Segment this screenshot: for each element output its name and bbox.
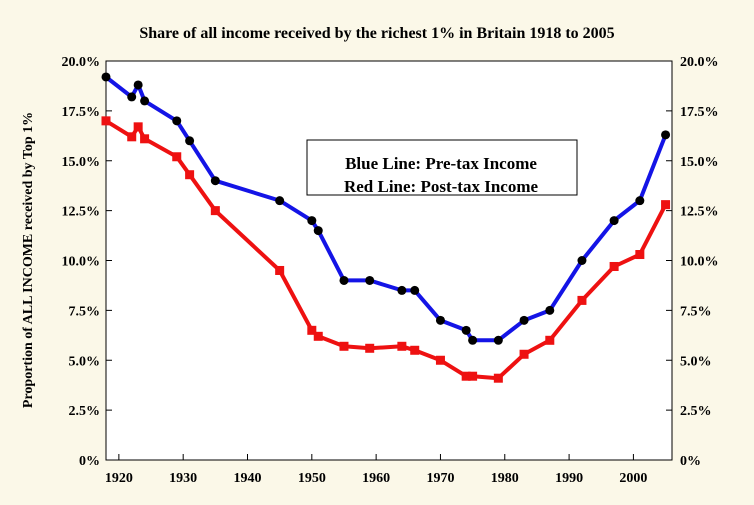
data-point <box>635 250 645 260</box>
data-point <box>140 96 150 106</box>
y-tick-label-right: 5.0% <box>680 354 712 369</box>
data-point <box>519 315 529 325</box>
y-tick-label-left: 0% <box>79 454 100 469</box>
data-point <box>577 295 587 305</box>
data-point <box>577 256 587 265</box>
data-point <box>101 116 111 126</box>
data-point <box>172 116 182 126</box>
data-point <box>127 92 137 102</box>
y-tick-label-left: 7.5% <box>69 304 101 319</box>
data-point <box>275 265 285 275</box>
data-point <box>127 132 137 142</box>
data-point <box>545 305 555 315</box>
y-tick-label-right: 10.0% <box>680 255 719 270</box>
data-point <box>410 285 420 295</box>
legend-line-pre-tax: Blue Line: Pre-tax Income <box>345 154 537 173</box>
data-point <box>307 216 317 226</box>
y-tick-label-left: 12.5% <box>62 205 101 220</box>
data-point <box>133 80 143 90</box>
legend-line-post-tax: Red Line: Post-tax Income <box>344 177 539 196</box>
legend-frame <box>306 139 578 196</box>
y-tick-label-right: 17.5% <box>680 105 719 120</box>
data-point <box>313 226 323 236</box>
data-point <box>493 335 503 345</box>
data-point <box>397 285 407 295</box>
y-tick-label-left: 5.0% <box>69 354 101 369</box>
data-point <box>468 371 478 381</box>
x-tick-label: 1960 <box>362 471 390 486</box>
data-point <box>185 136 195 146</box>
series-layer <box>101 72 671 383</box>
plot-area <box>105 60 673 461</box>
x-tick-label: 1930 <box>169 471 197 486</box>
y-tick-label-right: 12.5% <box>680 205 719 220</box>
data-point <box>461 371 471 381</box>
series-line-0 <box>104 75 668 343</box>
data-point <box>661 200 671 210</box>
data-point <box>133 122 143 132</box>
x-tick-label: 1950 <box>298 471 326 486</box>
data-point <box>468 335 478 345</box>
data-point <box>545 335 555 345</box>
data-point <box>365 275 375 285</box>
y-tick-label-right: 20.0% <box>680 55 719 70</box>
data-point <box>365 343 375 353</box>
data-point <box>140 134 150 144</box>
data-point <box>609 216 619 226</box>
y-tick-label-right: 15.0% <box>680 155 719 170</box>
data-point <box>397 341 407 351</box>
x-tick-label: 1920 <box>105 471 133 486</box>
data-point <box>435 355 445 365</box>
data-point <box>313 331 323 341</box>
data-point <box>210 176 220 186</box>
y-tick-label-left: 10.0% <box>62 255 101 270</box>
y-tick-label-left: 2.5% <box>69 404 101 419</box>
x-tick-label: 1940 <box>234 471 262 486</box>
data-point <box>661 130 671 140</box>
data-point <box>307 325 317 335</box>
y-tick-label-right: 2.5% <box>680 404 712 419</box>
data-point <box>339 341 349 351</box>
chart-title: Share of all income received by the rich… <box>139 25 614 42</box>
series-line-1 <box>104 118 668 381</box>
y-tick-label-left: 20.0% <box>62 55 101 70</box>
data-point <box>435 315 445 325</box>
y-tick-label-left: 15.0% <box>62 155 101 170</box>
data-point <box>210 206 220 216</box>
data-point <box>519 349 529 359</box>
data-point <box>461 325 471 335</box>
y-axis-label: Proportion of ALL INCOME received by Top… <box>21 112 36 408</box>
data-point <box>101 72 111 82</box>
data-point <box>410 345 420 355</box>
x-tick-label: 2000 <box>619 471 647 486</box>
y-tick-label-left: 17.5% <box>62 105 101 120</box>
data-point <box>275 196 285 206</box>
x-tick-label: 1990 <box>555 471 583 486</box>
data-point <box>635 196 645 206</box>
y-tick-label-right: 0% <box>680 454 701 469</box>
x-tick-label: 1980 <box>491 471 519 486</box>
data-point <box>339 275 349 285</box>
data-point <box>609 261 619 271</box>
axes: 0% 0% 2.5% 2.5% 5.0% 5.0% 7.5% 7.5% 10.0% 10.0% 12… <box>62 55 719 486</box>
x-tick-label: 1970 <box>426 471 454 486</box>
data-point <box>493 373 503 383</box>
legend-box: Blue Line: Pre-tax Income Red Line: Post… <box>306 139 578 196</box>
data-point <box>172 152 182 162</box>
data-point <box>185 170 195 180</box>
y-tick-label-right: 7.5% <box>680 304 712 319</box>
